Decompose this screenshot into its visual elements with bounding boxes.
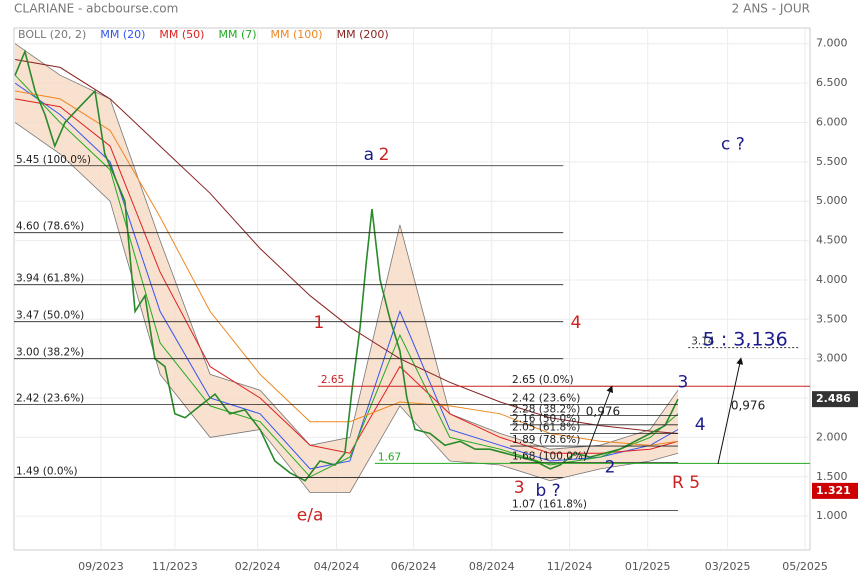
fib-label: 5.45 (100.0%) — [16, 154, 91, 166]
level-label: 3.14 — [691, 336, 715, 348]
plot-area: 1.0001.5002.0002.5003.0003.5004.0004.500… — [13, 27, 858, 573]
y-tick-label: 5.000 — [816, 194, 848, 207]
annotation: R 5 — [672, 473, 700, 493]
annotation: 3 — [514, 478, 525, 498]
x-tick-label: 08/2024 — [469, 560, 515, 573]
annotation: 2 — [379, 145, 390, 165]
x-tick-label: 03/2025 — [705, 560, 751, 573]
fib-label: 3.47 (50.0%) — [16, 310, 84, 322]
chart-title: CLARIANE - abcbourse.com — [14, 2, 178, 16]
level-label: 1.67 — [378, 451, 401, 463]
fib-label: 3.00 (38.2%) — [16, 347, 84, 359]
y-tick-label: 1.500 — [816, 470, 848, 483]
fib-label: 2.42 (23.6%) — [16, 392, 84, 404]
annotation: 0,976 — [586, 405, 620, 419]
ma-line — [15, 90, 679, 446]
annotation: c ? — [721, 135, 745, 155]
fib-label: 1.49 (0.0%) — [16, 466, 78, 478]
x-tick-label: 02/2024 — [235, 560, 281, 573]
fib-label: 2.16 (50.0%) — [512, 413, 580, 425]
level-label: 2.65 — [321, 374, 344, 386]
price-tag — [812, 482, 858, 499]
band-line — [14, 122, 679, 493]
annotation: a — [364, 145, 374, 165]
y-tick-label: 6.000 — [816, 115, 848, 128]
x-tick-label: 11/2024 — [547, 560, 593, 573]
annotation: e/a — [297, 505, 324, 525]
y-tick-label: 2.000 — [816, 430, 848, 443]
ma-line — [15, 59, 679, 434]
fib-label: 1.07 (161.8%) — [512, 499, 587, 511]
annotation: 2 — [605, 457, 616, 477]
x-tick-label: 05/2025 — [782, 560, 828, 573]
annotation: 1 — [313, 313, 324, 333]
annotation: 0,976 — [731, 398, 765, 412]
x-tick-label: 09/2023 — [78, 560, 124, 573]
price-tag — [812, 391, 858, 408]
y-tick-label: 1.000 — [816, 509, 848, 522]
fib-label: 4.60 (78.6%) — [16, 221, 84, 233]
price-tag-label: 2.486 — [816, 392, 851, 405]
y-tick-label: 6.500 — [816, 76, 848, 89]
fib-label: 2.28 (38.2%) — [512, 403, 580, 415]
y-tick-label: 3.500 — [816, 312, 848, 325]
legend-entry: MM (50) — [159, 28, 204, 41]
ma-line — [15, 98, 679, 454]
y-tick-label: 5.500 — [816, 155, 848, 168]
fib-label: 3.94 (61.8%) — [16, 273, 84, 285]
y-tick-label: 4.000 — [816, 273, 848, 286]
x-tick-label: 01/2025 — [625, 560, 671, 573]
x-tick-label: 04/2024 — [314, 560, 360, 573]
arrow — [584, 385, 614, 459]
y-tick-label: 4.500 — [816, 234, 848, 247]
chart-subtitle: 2 ANS - JOUR — [732, 2, 810, 16]
annotation: 4 — [695, 415, 706, 435]
annotation: b ? — [535, 481, 560, 501]
legend-entry: MM (100) — [271, 28, 323, 41]
legend-entry: MM (20) — [100, 28, 145, 41]
price-tag-label: 1.321 — [816, 484, 851, 497]
ma-line — [14, 82, 679, 470]
legend-entry: BOLL (20, 2) — [18, 28, 86, 41]
fib-label: 2.42 (23.6%) — [512, 392, 580, 404]
fib-label: 2.05 (61.8%) — [512, 421, 580, 433]
fib-label: 1.68 (100.0%) — [512, 451, 587, 463]
y-tick-label: 7.000 — [816, 37, 848, 50]
x-tick-label: 11/2023 — [152, 560, 198, 573]
y-tick-label: 3.000 — [816, 352, 848, 365]
fib-label: 1.89 (78.6%) — [512, 434, 580, 446]
legend-entry: MM (200) — [337, 28, 389, 41]
annotation: 3 — [677, 372, 688, 392]
band-line — [14, 43, 679, 450]
x-tick-label: 06/2024 — [391, 560, 437, 573]
arrow — [717, 357, 744, 465]
band-fill — [15, 43, 678, 493]
legend-entry: MM (7) — [218, 28, 256, 41]
fib-label: 2.65 (0.0%) — [512, 374, 574, 386]
annotation: 5 : 3,136 — [703, 328, 788, 350]
annotation: 4 — [570, 313, 581, 333]
price-line — [14, 49, 679, 482]
plot-frame — [13, 27, 811, 551]
